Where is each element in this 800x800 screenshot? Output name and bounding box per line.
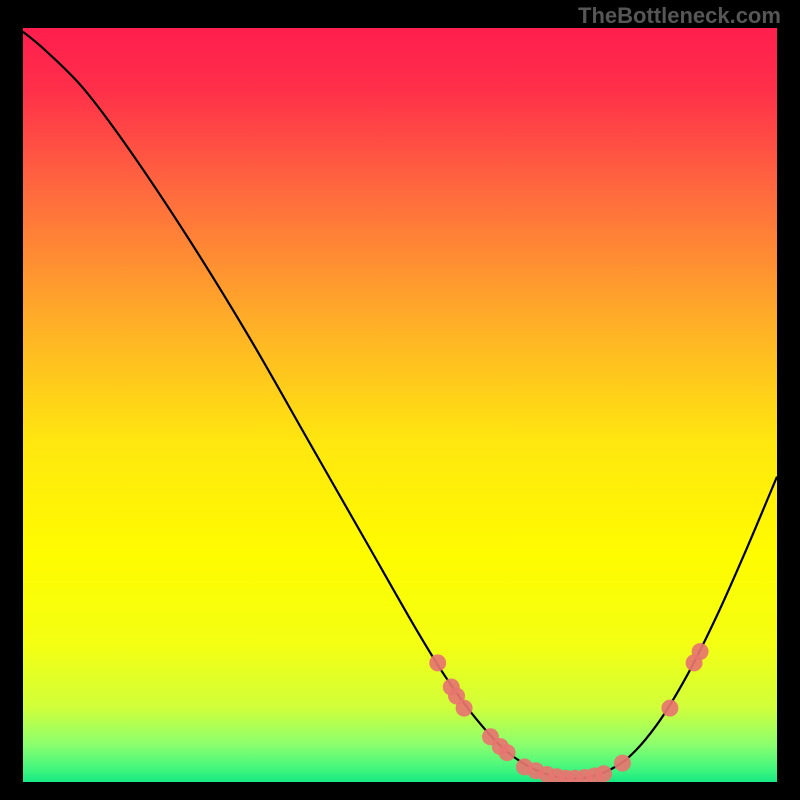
attribution-label: TheBottleneck.com [578, 3, 781, 29]
bottleneck-curve [23, 32, 777, 779]
data-marker [614, 755, 631, 772]
data-marker [456, 700, 473, 717]
data-marker [499, 744, 516, 761]
data-marker [429, 654, 446, 671]
data-marker [595, 765, 612, 782]
plot-area [23, 28, 777, 782]
data-marker [692, 643, 709, 660]
chart-container: TheBottleneck.com [0, 0, 800, 800]
data-marker [661, 700, 678, 717]
chart-overlay-svg [23, 28, 777, 782]
